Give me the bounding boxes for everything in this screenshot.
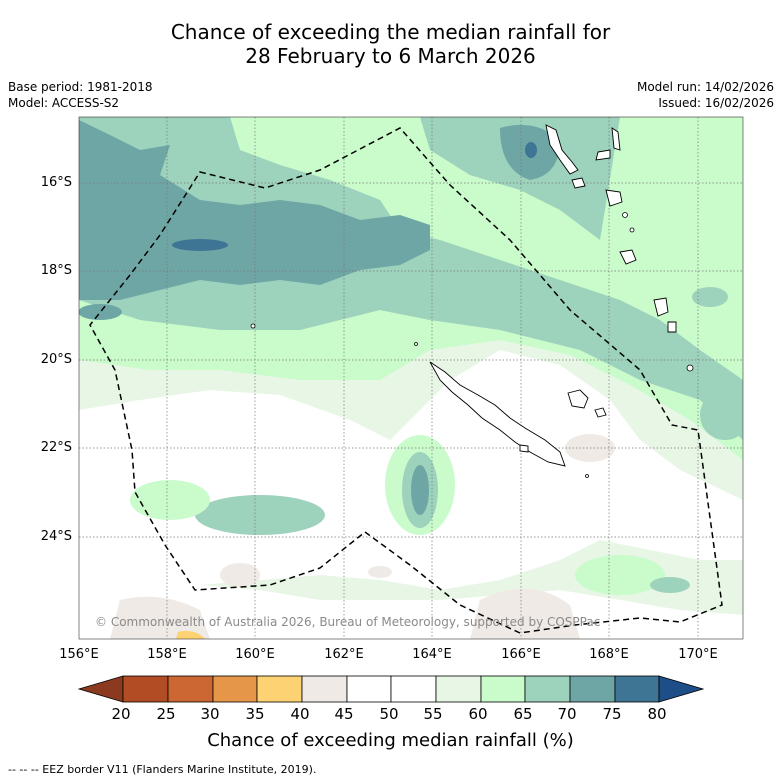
colorbar-bin-45-50 <box>346 675 392 703</box>
colorbar-label: 45 <box>334 705 354 723</box>
copyright-notice: © Commonwealth of Australia 2026, Bureau… <box>95 615 601 629</box>
colorbar-label: 65 <box>513 705 533 723</box>
vanuatu-island <box>611 127 621 151</box>
vanuatu-island <box>605 189 623 207</box>
eez-border <box>89 127 723 634</box>
colorbar-label: 80 <box>647 705 667 723</box>
model-run: Model run: 14/02/2026 <box>636 80 774 94</box>
map-frame <box>78 116 744 640</box>
model-name: Model: ACCESS-S2 <box>8 96 120 110</box>
lat-tick-24s: 24°S <box>40 529 72 544</box>
lon-tick-166e: 166°E <box>501 647 541 662</box>
colorbar-bin-20-25 <box>122 675 169 703</box>
lat-tick-22s: 22°S <box>40 440 72 455</box>
loyalty-island <box>594 407 607 418</box>
lon-tick-164e: 164°E <box>412 647 452 662</box>
lon-tick-170e: 170°E <box>678 647 718 662</box>
vanuatu-island <box>595 149 611 161</box>
colorbar-label: 35 <box>245 705 265 723</box>
colorbar-label: 50 <box>379 705 399 723</box>
band-65-70-patch <box>692 287 728 307</box>
colorbar-bin-60-65 <box>480 675 526 703</box>
lon-tick-156e: 156°E <box>59 647 99 662</box>
colorbar-bin-25-30 <box>167 675 214 703</box>
lat-tick-20s: 20°S <box>40 352 72 367</box>
small-island <box>686 364 694 372</box>
band-75-80-patch <box>172 239 228 251</box>
new-caledonia-island <box>429 361 566 467</box>
colorbar-label: 25 <box>156 705 176 723</box>
loyalty-island <box>567 389 589 409</box>
vanuatu-island <box>667 321 677 333</box>
colorbar-title: Chance of exceeding median rainfall (%) <box>207 730 574 751</box>
small-island <box>629 227 635 233</box>
colorbar-label: 75 <box>602 705 622 723</box>
issued-date: Issued: 16/02/2026 <box>658 96 774 110</box>
band-70-75-patch <box>79 304 122 320</box>
colorbar-label: 70 <box>557 705 577 723</box>
colorbar-upper-extension <box>658 675 705 703</box>
colorbar-label: 40 <box>290 705 310 723</box>
colorbar-bin-30-35 <box>212 675 258 703</box>
colorbar-label: 30 <box>200 705 220 723</box>
band-75-80-patch <box>525 142 537 158</box>
gridlines <box>79 117 743 639</box>
lon-tick-162e: 162°E <box>324 647 364 662</box>
small-island <box>585 474 589 478</box>
band-40-45-patch <box>368 566 392 578</box>
lon-tick-168e: 168°E <box>589 647 629 662</box>
small-island <box>414 342 418 346</box>
vanuatu-island <box>619 249 637 265</box>
base-period: Base period: 1981-2018 <box>8 80 153 94</box>
lon-tick-158e: 158°E <box>147 647 187 662</box>
colorbar-bin-75-80 <box>614 675 660 703</box>
lat-tick-16s: 16°S <box>40 175 72 190</box>
colorbar <box>77 675 705 703</box>
band-60-65-patch <box>130 480 210 520</box>
colorbar-bin-55-60 <box>435 675 482 703</box>
lat-tick-18s: 18°S <box>40 263 72 278</box>
band-35-40-patch <box>176 630 205 639</box>
vanuatu-island <box>545 124 579 175</box>
probability-field <box>79 117 743 639</box>
colorbar-label: 60 <box>468 705 488 723</box>
band-40-45-patch <box>110 596 210 639</box>
colorbar-bin-50-55 <box>390 675 437 703</box>
vanuatu-island <box>571 177 586 189</box>
vanuatu-island <box>653 297 669 317</box>
colorbar-label: 20 <box>111 705 131 723</box>
small-island <box>622 212 628 218</box>
colorbar-bin-40-45 <box>301 675 348 703</box>
band-65-70-patch <box>650 577 690 593</box>
band-60-65-patch <box>575 555 665 595</box>
band-65-70-patch <box>195 495 325 535</box>
colorbar-bin-65-70 <box>524 675 571 703</box>
eez-footnote: -- -- -- EEZ border V11 (Flanders Marine… <box>8 763 317 776</box>
title-line-1: Chance of exceeding the median rainfall … <box>170 20 611 44</box>
title-line-2: 28 February to 6 March 2026 <box>245 44 536 68</box>
band-65-70-patch <box>700 390 743 440</box>
band-40-45-patch <box>470 588 580 639</box>
colorbar-bin-70-75 <box>569 675 616 703</box>
colorbar-label: 55 <box>423 705 443 723</box>
lon-tick-160e: 160°E <box>235 647 275 662</box>
small-island <box>250 323 256 329</box>
band-45-55-south <box>79 570 743 639</box>
isle-of-pines <box>519 444 529 453</box>
band-40-45-patch <box>220 563 260 587</box>
band-70-75-patch <box>411 465 429 515</box>
colorbar-bin-35-40 <box>256 675 303 703</box>
colorbar-lower-extension <box>77 675 124 703</box>
